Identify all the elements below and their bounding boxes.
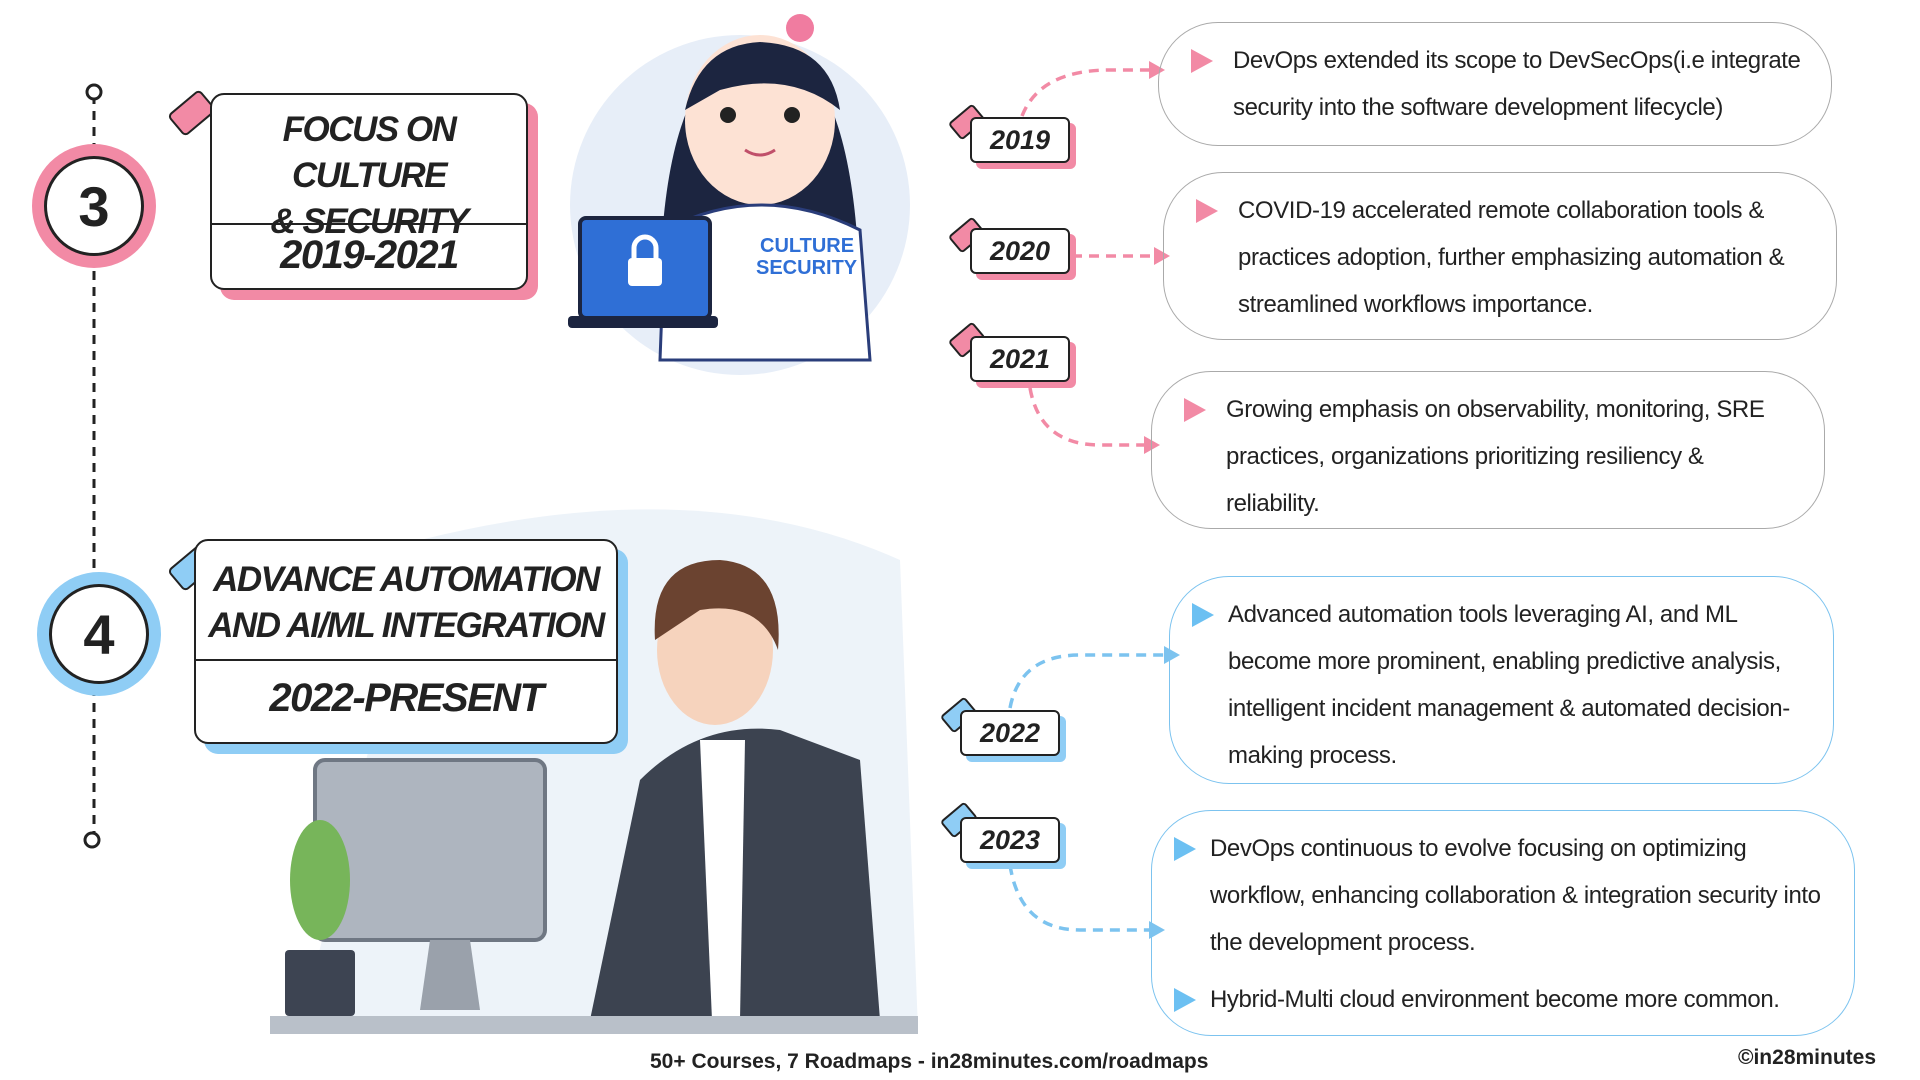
event-text: DevOps extended its scope to DevSecOps(i… <box>1191 37 1801 131</box>
shirt <box>700 740 745 1020</box>
badge-text: SECURITY <box>756 257 858 279</box>
flower <box>786 14 814 42</box>
credit: ©in28minutes <box>1738 1046 1877 1069</box>
phase-title: AND AI/ML INTEGRATION <box>208 606 605 645</box>
event-text: Advanced automation tools leveraging AI,… <box>1192 591 1803 779</box>
eye <box>784 107 800 123</box>
arrow-head <box>1144 436 1160 454</box>
event-bubble: DevOps continuous to evolve focusing on … <box>1151 810 1855 1036</box>
event-text: Hybrid-Multi cloud environment become mo… <box>1174 976 1824 1023</box>
year-label: 2022 <box>960 710 1060 756</box>
laptop-base <box>568 316 718 328</box>
phase-number: 3 <box>44 156 144 256</box>
plant <box>290 820 350 940</box>
arrow <box>1008 864 1155 932</box>
monitor-stand <box>420 940 480 1010</box>
year-label: 2023 <box>960 817 1060 863</box>
arrow <box>1020 68 1155 117</box>
phase-period: 2022-PRESENT <box>269 676 544 720</box>
event-text: COVID-19 accelerated remote collaboratio… <box>1196 187 1806 328</box>
phase-title: & SECURITY <box>270 202 469 241</box>
arrow <box>1028 387 1150 447</box>
phase-number: 4 <box>49 584 149 684</box>
monitor <box>313 758 547 942</box>
desk <box>270 1016 918 1034</box>
arrow-head <box>1154 247 1170 265</box>
phase-title: ADVANCE AUTOMATION <box>213 560 600 599</box>
mouth <box>744 148 776 157</box>
year-label: 2020 <box>970 228 1070 274</box>
arrow-head <box>1149 921 1165 939</box>
eye <box>720 107 736 123</box>
event-bubble: DevOps extended its scope to DevSecOps(i… <box>1158 22 1832 146</box>
phase-period: 2019-2021 <box>280 233 459 277</box>
fringe <box>685 42 840 110</box>
phase-card: FOCUS ON CULTURE & SECURITY 2019-2021 <box>210 93 528 290</box>
year-label: 2019 <box>970 117 1070 163</box>
arrow-head <box>1149 61 1165 79</box>
event-text: DevOps continuous to evolve focusing on … <box>1174 825 1824 966</box>
arrow-head <box>1164 646 1180 664</box>
badge-text: CULTURE <box>760 235 854 257</box>
event-bubble: COVID-19 accelerated remote collaboratio… <box>1163 172 1837 340</box>
timeline-start <box>85 83 103 101</box>
phase-card: ADVANCE AUTOMATION AND AI/ML INTEGRATION… <box>194 539 618 744</box>
year-label: 2021 <box>970 336 1070 382</box>
divider <box>212 223 526 225</box>
lock-shackle <box>631 234 659 258</box>
divider <box>196 659 616 661</box>
arrow <box>1008 653 1170 709</box>
event-bubble: Advanced automation tools leveraging AI,… <box>1169 576 1834 784</box>
event-bubble: Growing emphasis on observability, monit… <box>1151 371 1825 529</box>
phase-title: FOCUS ON CULTURE <box>282 110 457 195</box>
tag <box>168 90 216 136</box>
event-text: Growing emphasis on observability, monit… <box>1184 386 1794 527</box>
lock <box>628 258 662 286</box>
footer-text: 50+ Courses, 7 Roadmaps - in28minutes.co… <box>650 1050 1209 1073</box>
hair <box>654 560 779 650</box>
pot <box>285 950 355 1016</box>
timeline-end <box>83 831 101 849</box>
